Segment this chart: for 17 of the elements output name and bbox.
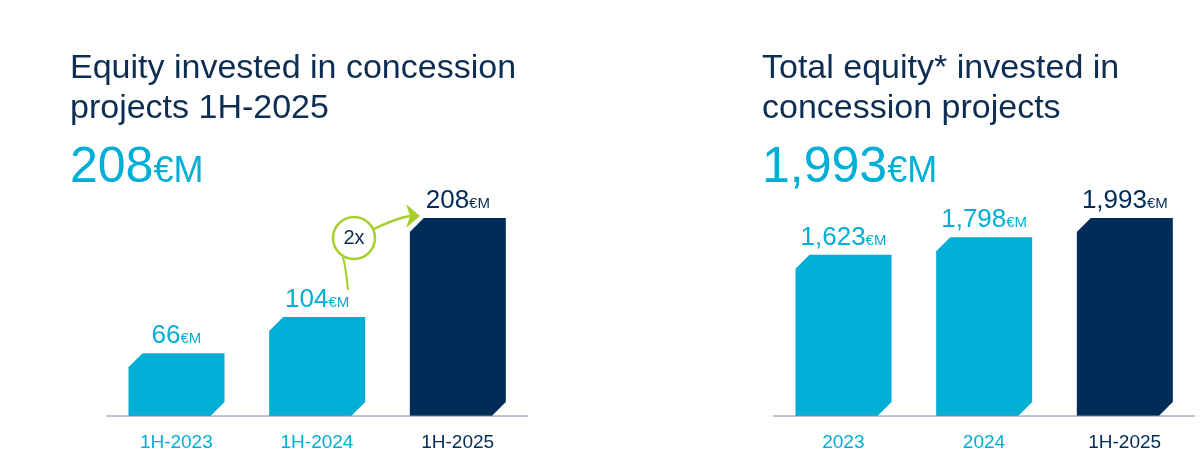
annotation: 2x xyxy=(342,226,366,249)
x-tick-label: 1H-2025 xyxy=(1088,431,1162,452)
x-tick-label: 2023 xyxy=(822,431,865,452)
data-label: 1,993€M xyxy=(1081,184,1168,214)
data-label: 104€M xyxy=(285,283,350,313)
x-tick-label: 1H-2023 xyxy=(139,431,213,452)
data-label: 1,798€M xyxy=(941,203,1028,234)
chart-title: Equity invested in concession projects 1H-2025 xyxy=(70,46,518,126)
chart-subtitle: 208€M xyxy=(70,137,204,193)
chart-title: Total equity* invested in concession projects xyxy=(762,46,1121,126)
chart-subtitle: 1,993€M xyxy=(762,137,938,193)
x-tick-label: 1H-2025 xyxy=(421,431,495,452)
data-label: 66€M xyxy=(151,319,202,350)
x-tick-label: 1H-2024 xyxy=(280,431,354,452)
x-tick-label: 2024 xyxy=(962,431,1006,452)
data-label: 1,623€M xyxy=(800,220,887,251)
data-label: 208€M xyxy=(425,184,490,214)
